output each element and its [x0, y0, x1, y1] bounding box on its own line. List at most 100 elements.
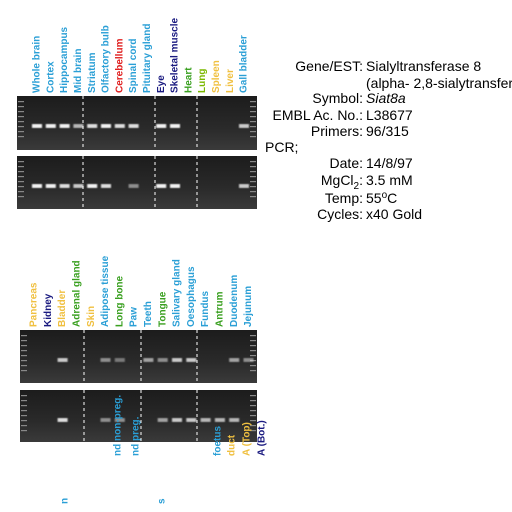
info-label: MgCl2:	[321, 172, 363, 192]
ladder	[250, 121, 256, 123]
lane-label: Oesophagus	[186, 266, 197, 327]
band	[57, 418, 68, 422]
info-value: Sialyltransferase 8	[366, 58, 481, 74]
ladder	[18, 116, 24, 118]
ladder	[250, 166, 256, 168]
ladder	[18, 161, 24, 163]
band	[101, 184, 111, 188]
band	[59, 184, 70, 188]
ladder	[21, 430, 27, 432]
value-text: 14/8/97	[366, 155, 413, 171]
band	[100, 358, 111, 362]
ladder	[18, 196, 24, 198]
band	[186, 418, 197, 422]
lane-label: Gall bladder	[239, 35, 250, 93]
lane-label: Striatum	[87, 52, 98, 93]
ladder	[250, 410, 256, 412]
cut-label: s	[157, 498, 168, 504]
lane-label: Olfactory bulb	[101, 25, 112, 93]
ladder	[18, 111, 24, 113]
info-label: Date:	[330, 155, 363, 171]
band	[114, 124, 125, 128]
info-label: Symbol:	[312, 90, 363, 106]
label-text: MgCl	[321, 172, 354, 188]
ladder	[250, 161, 256, 163]
gel	[17, 96, 257, 150]
ladder	[250, 181, 256, 183]
value-end: C	[387, 190, 397, 206]
value-text: Siat8a	[366, 90, 406, 106]
band	[243, 358, 254, 362]
ladder	[250, 136, 256, 138]
lane-label: Adrenal gland	[72, 260, 83, 327]
band	[214, 418, 225, 422]
band	[172, 358, 182, 362]
lane-label: Adipose tissue	[100, 255, 111, 327]
label-sub: 2	[354, 181, 360, 192]
info-value: x40 Gold	[366, 206, 422, 222]
band	[87, 124, 98, 128]
band	[101, 124, 111, 128]
lane-label: Skeletal muscle	[170, 18, 181, 93]
cut-label: A (Top)	[242, 422, 253, 456]
band	[59, 124, 70, 128]
lane-label: Kidney	[43, 293, 54, 327]
ladder	[18, 101, 24, 103]
ladder	[21, 370, 27, 372]
ladder	[21, 425, 27, 427]
band	[32, 184, 42, 188]
ladder	[21, 420, 27, 422]
ladder	[18, 181, 24, 183]
ladder	[250, 340, 256, 342]
band	[45, 124, 56, 128]
info-value: 55oC	[366, 190, 397, 206]
ladder	[18, 191, 24, 193]
lane-label: Spleen	[211, 60, 222, 93]
ladder	[21, 415, 27, 417]
lane-label: Mid brain	[73, 49, 84, 93]
ladder	[21, 400, 27, 402]
ladder	[18, 106, 24, 108]
band	[156, 184, 167, 188]
lane-label: Heart	[183, 67, 194, 93]
ladder	[250, 350, 256, 352]
ladder	[250, 335, 256, 337]
ladder	[250, 106, 256, 108]
band	[32, 124, 42, 128]
ladder	[250, 131, 256, 133]
ladder	[250, 101, 256, 103]
band	[170, 124, 180, 128]
band	[186, 358, 197, 362]
ladder	[21, 365, 27, 367]
ladder	[250, 126, 256, 128]
lane-label: Jejunum	[243, 286, 254, 327]
ladder	[21, 355, 27, 357]
lane-label: Teeth	[143, 301, 154, 327]
lane-label: Pancreas	[29, 282, 40, 327]
gel	[17, 156, 257, 209]
ladder	[21, 350, 27, 352]
band	[172, 418, 182, 422]
band	[128, 184, 139, 188]
band	[157, 358, 168, 362]
lane-label: Liver	[225, 69, 236, 93]
ladder	[250, 425, 256, 427]
ladder	[250, 430, 256, 432]
ladder	[250, 370, 256, 372]
ladder	[18, 171, 24, 173]
ladder	[18, 166, 24, 168]
band	[114, 358, 125, 362]
gel	[20, 330, 257, 383]
cut-label: foetus	[213, 426, 224, 456]
info-value: (alpha- 2,8-sialytransferase)	[366, 75, 512, 91]
ladder	[250, 176, 256, 178]
info-value: Siat8a	[366, 90, 406, 106]
band	[239, 124, 249, 128]
band	[100, 418, 111, 422]
lane-label: Cerebellum	[114, 38, 125, 93]
ladder	[250, 395, 256, 397]
lane-label: Cortex	[45, 61, 56, 93]
lane-label: Hippocampus	[59, 26, 70, 93]
band	[73, 124, 84, 128]
